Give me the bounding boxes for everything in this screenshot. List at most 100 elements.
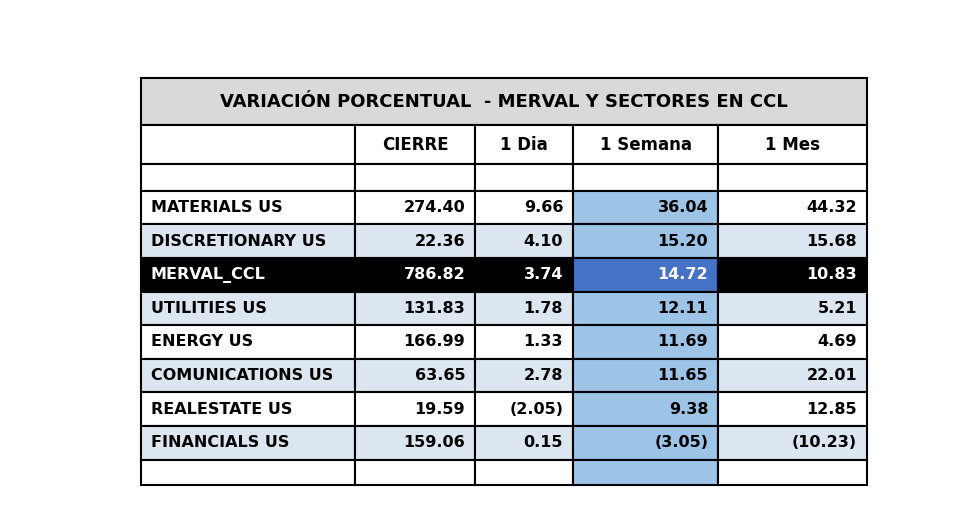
Text: (3.05): (3.05): [655, 435, 709, 450]
Text: 1.78: 1.78: [523, 301, 564, 316]
Text: 11.69: 11.69: [658, 335, 709, 350]
Bar: [573, 191, 718, 225]
Bar: [718, 225, 866, 258]
Bar: [356, 393, 475, 426]
Bar: [718, 191, 866, 225]
Bar: [356, 292, 475, 325]
Bar: [573, 225, 718, 258]
Bar: [356, 426, 475, 460]
Text: VARIACIÓN PORCENTUAL  - MERVAL Y SECTORES EN CCL: VARIACIÓN PORCENTUAL - MERVAL Y SECTORES…: [220, 93, 788, 111]
Text: COMUNICATIONS US: COMUNICATIONS US: [151, 368, 333, 383]
Text: 19.59: 19.59: [415, 402, 465, 417]
Text: 131.83: 131.83: [404, 301, 466, 316]
Bar: [141, 191, 356, 225]
Text: 12.85: 12.85: [807, 402, 857, 417]
Text: UTILITIES US: UTILITIES US: [151, 301, 267, 316]
Text: 9.38: 9.38: [668, 402, 709, 417]
Bar: [356, 164, 475, 191]
Text: MERVAL_CCL: MERVAL_CCL: [151, 267, 266, 283]
Bar: [356, 225, 475, 258]
Bar: [141, 225, 356, 258]
Text: 786.82: 786.82: [404, 267, 466, 282]
Bar: [141, 426, 356, 460]
Bar: [573, 426, 718, 460]
Bar: [718, 258, 866, 292]
Bar: [475, 126, 573, 164]
Text: 14.72: 14.72: [658, 267, 709, 282]
Bar: [573, 126, 718, 164]
Bar: [573, 292, 718, 325]
Bar: [573, 359, 718, 393]
Bar: [141, 292, 356, 325]
Bar: [573, 460, 718, 485]
Text: 1 Semana: 1 Semana: [600, 136, 692, 154]
Text: 4.69: 4.69: [817, 335, 857, 350]
Bar: [573, 325, 718, 359]
Text: 44.32: 44.32: [807, 200, 857, 215]
Text: DISCRETIONARY US: DISCRETIONARY US: [151, 234, 326, 249]
Bar: [718, 292, 866, 325]
Text: 1 Dia: 1 Dia: [500, 136, 548, 154]
Bar: [718, 164, 866, 191]
Bar: [475, 191, 573, 225]
Bar: [141, 460, 356, 485]
Bar: [475, 325, 573, 359]
Bar: [141, 325, 356, 359]
Bar: [718, 393, 866, 426]
Bar: [141, 164, 356, 191]
Text: 5.21: 5.21: [817, 301, 857, 316]
Text: 166.99: 166.99: [404, 335, 466, 350]
Bar: [356, 126, 475, 164]
Text: 9.66: 9.66: [523, 200, 564, 215]
Text: 10.83: 10.83: [807, 267, 857, 282]
Bar: [356, 191, 475, 225]
Text: 0.15: 0.15: [523, 435, 564, 450]
Text: 12.11: 12.11: [658, 301, 709, 316]
Bar: [573, 258, 718, 292]
Text: ENERGY US: ENERGY US: [151, 335, 253, 350]
Text: 1.33: 1.33: [523, 335, 564, 350]
Bar: [475, 393, 573, 426]
Text: REALESTATE US: REALESTATE US: [151, 402, 292, 417]
Text: (10.23): (10.23): [792, 435, 857, 450]
Text: 11.65: 11.65: [658, 368, 709, 383]
Bar: [718, 460, 866, 485]
Bar: [718, 126, 866, 164]
Text: 63.65: 63.65: [415, 368, 465, 383]
Bar: [475, 225, 573, 258]
Text: 15.68: 15.68: [807, 234, 857, 249]
Bar: [573, 393, 718, 426]
Bar: [141, 393, 356, 426]
Text: 3.74: 3.74: [523, 267, 564, 282]
Text: 22.36: 22.36: [415, 234, 465, 249]
Text: CIERRE: CIERRE: [382, 136, 449, 154]
Bar: [475, 426, 573, 460]
Text: 2.78: 2.78: [523, 368, 564, 383]
Bar: [356, 325, 475, 359]
Text: 1 Mes: 1 Mes: [765, 136, 820, 154]
Bar: [475, 164, 573, 191]
Text: FINANCIALS US: FINANCIALS US: [151, 435, 289, 450]
Bar: [475, 460, 573, 485]
Text: 159.06: 159.06: [404, 435, 466, 450]
Text: 15.20: 15.20: [658, 234, 709, 249]
Bar: [141, 126, 356, 164]
Bar: [141, 258, 356, 292]
Text: MATERIALS US: MATERIALS US: [151, 200, 282, 215]
Text: (2.05): (2.05): [510, 402, 564, 417]
Bar: [356, 258, 475, 292]
Text: 36.04: 36.04: [658, 200, 709, 215]
Text: 22.01: 22.01: [807, 368, 857, 383]
Bar: [718, 325, 866, 359]
Bar: [356, 359, 475, 393]
Text: 274.40: 274.40: [404, 200, 466, 215]
Bar: [141, 78, 867, 126]
Text: 4.10: 4.10: [523, 234, 564, 249]
Bar: [141, 359, 356, 393]
Bar: [573, 164, 718, 191]
Bar: [475, 292, 573, 325]
Bar: [475, 359, 573, 393]
Bar: [718, 359, 866, 393]
Bar: [356, 460, 475, 485]
Bar: [475, 258, 573, 292]
